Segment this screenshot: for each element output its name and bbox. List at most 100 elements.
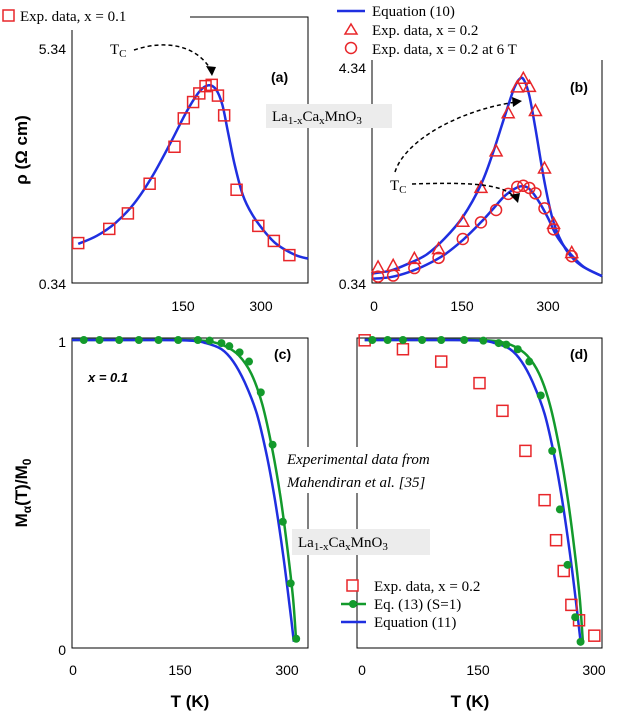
x-axis-label-right: T (K) xyxy=(451,692,490,711)
panel-a-frame xyxy=(71,16,309,284)
panel-d-point-0-2 xyxy=(434,355,448,368)
panel-d-point-1-13 xyxy=(555,505,564,514)
panel-a-xtick-150: 150 xyxy=(171,298,195,314)
panel-d-label: (d) xyxy=(570,346,588,362)
panel-a-point-0-13 xyxy=(252,219,265,233)
panel-b-point-1-2 xyxy=(408,261,421,275)
panel-c-point-0-12 xyxy=(256,388,265,397)
panel-d-point-1-8 xyxy=(502,340,511,349)
panel-b-point-0-11 xyxy=(528,102,543,117)
panel-c-plot xyxy=(72,336,301,643)
panel-b-point-0-2 xyxy=(407,250,422,265)
panel-a-label: (a) xyxy=(271,69,288,85)
panel-a-point-0-4 xyxy=(168,140,181,154)
panel-d-point-1-16 xyxy=(576,637,585,646)
panel-d-point-0-9 xyxy=(565,598,578,612)
y-axis-label-resistivity-text: ρ (Ω cm) xyxy=(12,115,31,185)
panel-b-point-0-13 xyxy=(546,215,561,230)
y-axis-label-magnetization: Mα(T)/M0 xyxy=(12,458,34,527)
panel-b-point-1-0 xyxy=(371,270,385,283)
panel-a-point-0-2 xyxy=(121,207,135,220)
panel-b-ytick-bottom: 0.34 xyxy=(339,276,366,292)
panel-d-plot xyxy=(358,334,601,646)
panel-b-point-0-10 xyxy=(522,78,537,93)
legend-d-label-0: Exp. data, x = 0.2 xyxy=(374,579,480,595)
panel-d-point-1-2 xyxy=(398,336,407,344)
panel-d-point-1-4 xyxy=(437,336,446,344)
panel-c-composition: x = 0.1 xyxy=(87,370,128,385)
panel-a-point-0-15 xyxy=(283,248,296,262)
compound-label-top-box xyxy=(266,104,392,128)
panel-d-point-1-15 xyxy=(571,613,580,622)
panel-c-xtick-150: 150 xyxy=(168,662,192,678)
panel-b-point-1-1 xyxy=(386,269,400,282)
panel-c-xtick-0: 0 xyxy=(69,662,77,678)
panel-b-point-1-5 xyxy=(474,216,488,229)
panel-d-point-1-14 xyxy=(563,560,572,569)
panel-b-point-1-11 xyxy=(529,187,542,200)
panel-c-ytick-top: 1 xyxy=(58,334,66,350)
panel-b-point-1-6 xyxy=(489,203,503,217)
note-line-1: Experimental data from xyxy=(286,452,430,468)
tc-arrowhead-b-lower xyxy=(510,193,520,203)
compound-label-top: La1-xCaxMnO3 xyxy=(272,109,362,127)
panel-a-point-0-14 xyxy=(267,234,281,248)
panel-d-point-0-4 xyxy=(496,404,509,418)
x-axis-label-left: T (K) xyxy=(171,692,210,711)
panel-c-series-line-1 xyxy=(72,338,298,642)
panel-b-xtick-150: 150 xyxy=(450,298,474,314)
panel-d-point-1-11 xyxy=(536,391,545,400)
panel-d-point-1-3 xyxy=(418,336,427,344)
legend-a-background xyxy=(0,0,190,30)
panel-c-point-0-16 xyxy=(292,634,301,643)
panel-a-point-0-10 xyxy=(211,89,225,102)
tc-label-a: TC xyxy=(110,42,127,60)
y-axis-label-magnetization-text: Mα(T)/M0 xyxy=(12,458,34,527)
panel-b-point-1-13 xyxy=(547,223,560,236)
panel-c-ytick-bottom: 0 xyxy=(58,642,66,658)
panel-b-xtick-300: 300 xyxy=(536,298,560,314)
y-axis-label-resistivity: ρ (Ω cm) xyxy=(12,115,31,185)
panel-a-ytick-bottom: 0.34 xyxy=(39,276,66,292)
panel-c-point-0-15 xyxy=(286,579,295,588)
panel-d-point-0-5 xyxy=(519,444,532,458)
panel-b-point-1-7 xyxy=(501,187,515,201)
compound-label-bottom-box xyxy=(292,529,430,555)
panel-b-ytick-top: 4.34 xyxy=(339,60,366,76)
panel-a-xtick-300: 300 xyxy=(249,298,273,314)
panel-b-point-1-3 xyxy=(432,251,445,265)
compound-label-bottom: La1-xCaxMnO3 xyxy=(298,535,388,553)
panel-d-point-1-0 xyxy=(368,336,377,344)
panel-b-point-1-8 xyxy=(511,180,524,194)
panel-d-point-1-7 xyxy=(494,339,503,348)
panel-a-plot xyxy=(71,78,309,262)
panel-d-point-0-11 xyxy=(588,629,601,642)
panel-c-point-0-3 xyxy=(134,336,143,344)
panel-c-point-0-1 xyxy=(95,336,104,344)
panel-a-point-0-3 xyxy=(143,177,156,190)
panel-b-point-0-8 xyxy=(509,79,525,93)
panel-b-point-1-12 xyxy=(538,202,551,215)
panel-b-point-1-14 xyxy=(565,249,578,263)
panel-d-point-0-3 xyxy=(473,376,486,390)
note-background xyxy=(281,447,463,493)
panel-c-point-0-7 xyxy=(205,336,214,345)
panel-b-xtick-0: 0 xyxy=(370,298,378,314)
panel-b-series-line-3 xyxy=(371,184,603,281)
tc-arrowhead-b-upper xyxy=(512,97,522,107)
legend-b-circle-marker xyxy=(344,41,358,55)
panel-c-label: (c) xyxy=(274,346,291,362)
panel-c-point-0-8 xyxy=(217,339,226,348)
panel-b-point-0-0 xyxy=(370,259,386,273)
legend-b-triangle-marker xyxy=(343,22,359,35)
panel-b-point-1-4 xyxy=(456,232,470,246)
panel-a-point-0-1 xyxy=(103,222,116,236)
tc-arrow-b-upper xyxy=(394,101,517,173)
legend-b: Equation (10) Exp. data, x = 0.2 Exp. da… xyxy=(337,4,517,58)
panel-b-point-0-4 xyxy=(455,213,471,228)
panel-d-point-0-6 xyxy=(538,493,551,507)
legend-d-label-2: Equation (11) xyxy=(374,615,456,631)
panel-c-point-0-11 xyxy=(245,357,253,366)
legend-b-background xyxy=(335,0,619,60)
